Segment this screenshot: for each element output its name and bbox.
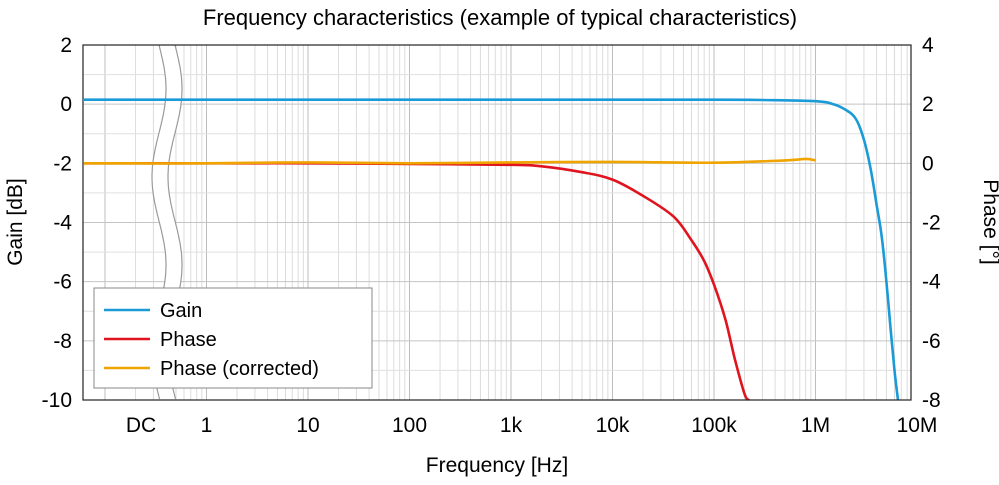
y-right-tick-label: -4 — [922, 271, 941, 294]
tick-labels: DC 1 10 100 1k 10k 100k 1M 10M 2 0 -2 -4 -6 -8 -10 4 2 0 -2… — [42, 34, 941, 437]
legend-label: Gain — [160, 300, 202, 322]
y-right-tick-label: -8 — [922, 389, 941, 412]
series-group — [83, 98, 900, 401]
x-tick-label: DC — [126, 414, 156, 437]
y-left-tick-label: 0 — [60, 93, 72, 116]
y-axis-left-label: Gain [dB] — [4, 178, 27, 266]
legend: Gain Phase Phase (corrected) — [93, 287, 373, 389]
y-left-tick-label: -8 — [53, 330, 72, 353]
series-line-gain — [84, 98, 900, 401]
y-axis-right-label: Phase [°] — [979, 179, 999, 264]
plot-frame — [82, 44, 912, 401]
y-right-tick-label: 0 — [922, 152, 934, 175]
y-left-tick-label: 2 — [60, 34, 72, 57]
y-left-tick-label: -2 — [53, 152, 72, 175]
x-tick-label: 1 — [201, 414, 213, 437]
x-tick-label: 100 — [392, 414, 427, 437]
y-left-tick-label: -10 — [42, 389, 72, 412]
chart-title: Frequency characteristics (example of ty… — [203, 5, 797, 30]
y-left-tick-label: -6 — [53, 271, 72, 294]
y-right-tick-label: 4 — [922, 34, 934, 57]
x-tick-label: 10k — [596, 414, 630, 437]
x-tick-label: 1k — [500, 414, 523, 437]
x-tick-label: 100k — [691, 414, 737, 437]
legend-label: Phase — [160, 329, 217, 351]
x-tick-label: 10 — [296, 414, 319, 437]
y-left-tick-label: -4 — [53, 212, 72, 235]
x-tick-label: 1M — [801, 414, 830, 437]
series-line-phase-corrected — [83, 157, 816, 165]
x-tick-label: 10M — [897, 414, 938, 437]
y-right-tick-label: -6 — [922, 330, 941, 353]
y-right-tick-label: -2 — [922, 212, 941, 235]
y-right-tick-label: 2 — [922, 93, 934, 116]
x-axis-label: Frequency [Hz] — [426, 454, 568, 477]
legend-label: Phase (corrected) — [160, 358, 319, 380]
